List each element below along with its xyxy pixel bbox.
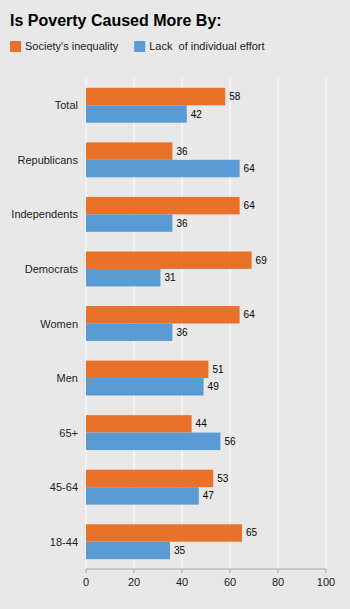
tick-mark (230, 569, 231, 573)
tick-mark (182, 569, 183, 573)
category-label: Total (55, 99, 78, 111)
bar (86, 269, 160, 286)
tick-label: 60 (224, 576, 236, 588)
legend-item: Society's inequality (10, 40, 119, 52)
bar (86, 487, 199, 504)
data-label: 51 (212, 364, 224, 375)
legend-label: Society's inequality (25, 40, 119, 52)
grid-line (278, 78, 279, 569)
bar (86, 361, 208, 378)
x-axis: 0 20 40 60 80 100 (83, 569, 335, 588)
bar (86, 214, 172, 231)
category-label: Men (57, 372, 78, 384)
grid (86, 78, 326, 569)
bar (86, 160, 240, 177)
data-label: 64 (244, 309, 256, 320)
chart-svg: Is Poverty Caused More By: Society's ineq… (0, 0, 350, 609)
bar (86, 105, 187, 122)
legend-swatch (134, 41, 145, 52)
data-label: 42 (191, 109, 203, 120)
category-label: 45-64 (50, 481, 78, 493)
data-label: 65 (246, 527, 258, 538)
data-label: 31 (164, 272, 176, 283)
tick-label: 0 (83, 576, 89, 588)
legend-item: Lack of individual effort (134, 40, 264, 52)
tick-label: 40 (176, 576, 188, 588)
data-label: 47 (203, 490, 215, 501)
data-label: 49 (208, 381, 220, 392)
data-label: 36 (176, 327, 188, 338)
tick-label: 20 (128, 576, 140, 588)
category-axis: Total Republicans Independents Democrats Wom… (11, 99, 78, 547)
bar (86, 251, 252, 268)
data-label: 64 (244, 200, 256, 211)
chart-container: Is Poverty Caused More By: Society's ineq… (0, 0, 350, 609)
data-label: 36 (176, 146, 188, 157)
category-label: Women (40, 318, 78, 330)
data-label: 44 (196, 418, 208, 429)
tick-label: 80 (272, 576, 284, 588)
tick-mark (134, 569, 135, 573)
tick-mark (86, 569, 87, 573)
title: Is Poverty Caused More By: (10, 12, 222, 29)
tick-mark (278, 569, 279, 573)
bar (86, 324, 172, 341)
data-label: 35 (174, 545, 186, 556)
category-label: 18-44 (50, 536, 78, 548)
bar (86, 524, 242, 541)
axis-line (86, 569, 326, 570)
bar (86, 470, 213, 487)
bar (86, 542, 170, 559)
bar (86, 378, 204, 395)
tick-mark (326, 569, 327, 573)
data-label: 69 (256, 255, 268, 266)
data-label: 36 (176, 218, 188, 229)
bar (86, 306, 240, 323)
data-label: 64 (244, 163, 256, 174)
bar (86, 433, 220, 450)
data-label: 53 (217, 473, 229, 484)
data-labels: 58 42 36 64 64 36 69 31 64 36 51 49 44 56 5347 65 35 (164, 91, 267, 556)
data-label: 58 (229, 91, 241, 102)
category-label: Republicans (17, 154, 78, 166)
tick-label: 100 (317, 576, 335, 588)
background (0, 0, 350, 609)
category-label: Democrats (25, 263, 79, 275)
grid-line (326, 78, 327, 569)
data-label: 56 (224, 436, 236, 447)
legend: Society's inequality Lack of individual e… (10, 40, 265, 52)
category-label: 65+ (59, 427, 78, 439)
bars (86, 88, 252, 559)
bar (86, 415, 192, 432)
bar (86, 197, 240, 214)
legend-label: Lack of individual effort (149, 40, 264, 52)
bar (86, 142, 172, 159)
bar (86, 88, 225, 105)
category-label: Independents (11, 208, 78, 220)
legend-swatch (10, 41, 21, 52)
